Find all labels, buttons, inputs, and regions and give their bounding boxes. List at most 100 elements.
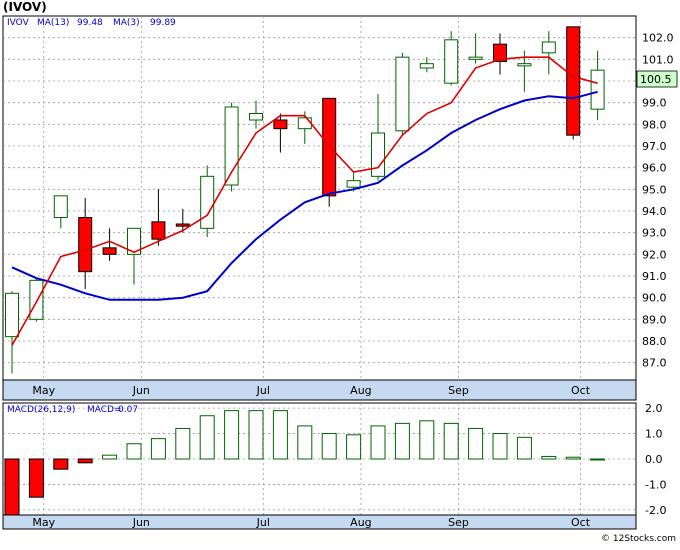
candle [200,165,215,237]
candle [493,33,507,75]
macd-month-label: Jun [132,516,150,529]
candle [175,208,190,233]
macd-bar-positive [394,422,410,460]
candle [444,31,459,86]
macd-month-label: Jul [256,516,270,529]
candle [78,198,93,289]
price-tick-label: 102.0 [642,32,674,45]
macd-bar-positive [370,425,386,460]
ma13-line [11,90,598,301]
candle-body-up [249,113,263,121]
candle [5,291,19,374]
watermark: © 12Stocks.com [601,534,676,544]
macd-legend: MACD(26,12,9) MACD= 0.07 [7,405,138,415]
macd-bar-positive [175,427,191,460]
price-tick-label: 98.0 [642,118,667,131]
price-panel: 87.0 88.0 89.0 90.0 91.0 92.0 93.0 94.0 95.0 96.0… [2,15,678,401]
macd-bar-positive [516,436,532,460]
macd-bar-positive [248,410,264,460]
price-tick-label: 93.0 [642,227,667,240]
ma3-line [11,56,598,346]
candle [53,195,68,229]
macd-panel: -2.0 -1.0 0.0 1.0 2.0 May Jun Jul Aug Sep Oct MAC… [2,402,666,530]
candle-body-down [273,119,288,130]
price-month-label: Jun [132,384,150,397]
price-tick-label: 97.0 [642,140,667,153]
macd-bar-positive [102,454,118,460]
macd-bar-positive [321,433,337,460]
macd-bar-negative [4,458,20,516]
candle-body-up [468,56,483,60]
macd-tick-label: 0.0 [645,453,663,466]
price-tick-label: 92.0 [642,248,667,261]
candle-body-up [395,56,410,132]
price-tick-label: 95.0 [642,183,667,196]
candle [322,97,337,207]
candle-body-up [297,117,312,130]
macd-tick-label: -1.0 [645,478,666,491]
macd-bar-positive [150,438,166,460]
macd-legend-key: MACD= [87,405,122,415]
legend-ma13-label: MA(13) [37,18,69,28]
last-price-box [636,70,678,88]
candle [395,52,410,136]
macd-bar-positive [224,410,240,460]
candle-body-up [419,63,434,69]
price-tick-label: 88.0 [642,335,667,348]
price-month-label: Oct [571,384,591,397]
macd-bar-positive [590,458,606,461]
legend-ma3-value: 99.89 [150,18,176,28]
candle-body-up [200,175,215,229]
price-x-axis: May Jun Jul Aug Sep Oct [32,384,590,397]
macd-bar-negative [53,458,69,470]
price-tick-label: 90.0 [642,292,667,305]
price-month-label: Sep [448,384,469,397]
candle-body-up [371,132,385,177]
candle [29,278,44,322]
candle-body-down [151,221,166,240]
macd-bar-positive [443,422,459,460]
macd-bar-series [4,410,606,516]
macd-bar-positive [468,427,484,460]
price-legend: IVOV MA(13) 99.48 MA(3) 99.89 [7,18,176,28]
candle [102,228,117,261]
candlestick-series [5,26,605,374]
candle [151,189,166,246]
macd-bar-positive [565,456,581,460]
price-tick-label: 96.0 [642,162,667,175]
macd-bar-positive [272,410,288,460]
macd-month-label: Oct [571,516,591,529]
macd-bar-positive [346,434,362,460]
macd-bar-positive [492,433,508,460]
candle [590,50,605,120]
candle-body-up [5,292,19,338]
candle-body-down [175,223,190,227]
macd-bar-positive [126,443,142,460]
macd-x-axis: May Jun Jul Aug Sep Oct [32,516,590,529]
candle-body-up [127,227,141,255]
candle-body-up [541,41,556,54]
macd-month-label: Aug [350,516,371,529]
macd-bar-positive [199,415,215,460]
macd-bar-positive [297,425,313,460]
macd-month-label: Sep [448,516,469,529]
candle-body-up [590,69,605,110]
candle [249,100,263,129]
macd-tick-label: -2.0 [645,504,666,517]
price-tick-label: 101.0 [642,53,674,66]
candle-body-up [517,63,532,67]
last-price-label: 100.5 [640,73,672,86]
macd-bar-positive [419,420,435,460]
last-price-marker: 100.5 [636,70,678,88]
candle-body-down [493,43,507,63]
macd-y-axis: -2.0 -1.0 0.0 1.0 2.0 [645,402,666,517]
candle [127,227,141,285]
macd-month-label: May [32,516,55,529]
macd-x-axis-band [2,514,637,530]
candle [566,26,581,140]
candle [273,113,288,153]
candle [371,94,385,181]
price-month-label: May [32,384,55,397]
